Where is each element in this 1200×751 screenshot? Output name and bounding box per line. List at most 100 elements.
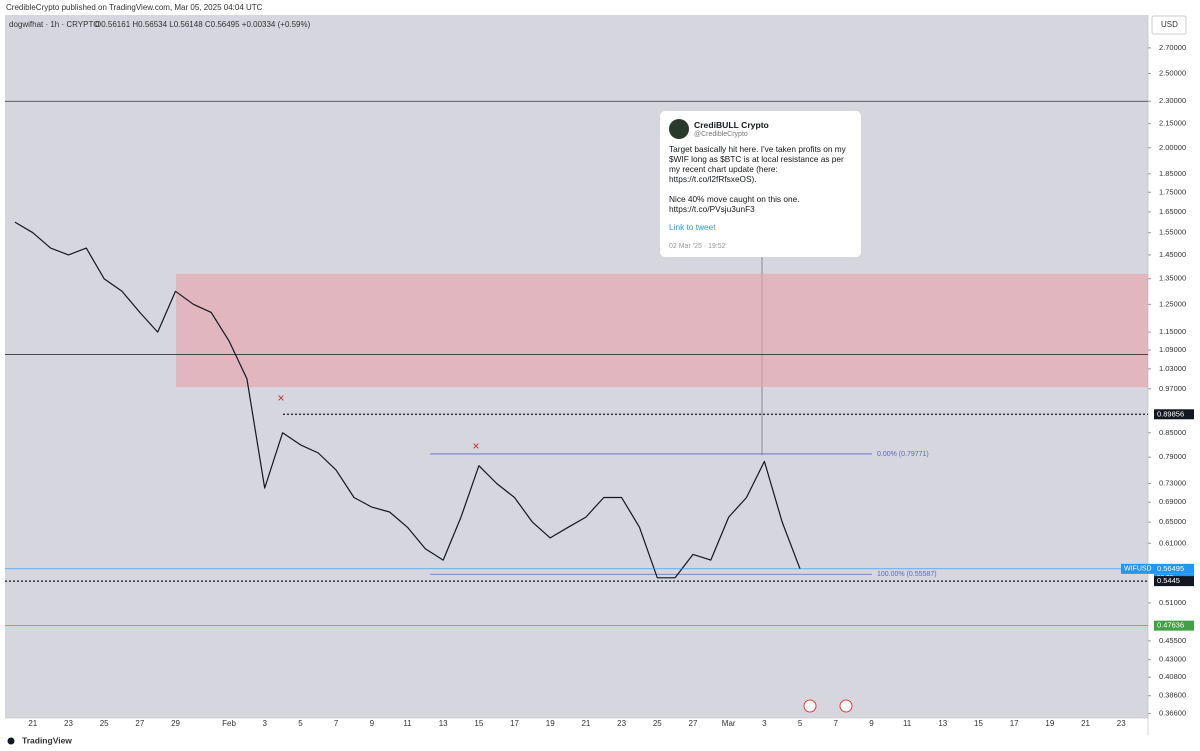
y-tick-label: 0.51000 bbox=[1159, 598, 1186, 607]
x-tick-label: 3 bbox=[263, 719, 268, 728]
tweet-line: Target basically hit here. I've taken pr… bbox=[669, 144, 846, 154]
x-tick-label: 9 bbox=[370, 719, 375, 728]
y-tick-label: 2.50000 bbox=[1159, 68, 1186, 77]
y-tick-label: 1.45000 bbox=[1159, 250, 1186, 259]
y-tick-label: 1.85000 bbox=[1159, 169, 1186, 178]
price-tag bbox=[1154, 576, 1194, 587]
y-tick-label: 2.30000 bbox=[1159, 96, 1186, 105]
price-line bbox=[14, 221, 801, 579]
x-tick-label: 19 bbox=[546, 719, 555, 728]
y-tick-label: 1.75000 bbox=[1159, 187, 1186, 196]
y-tick-label: 0.45500 bbox=[1159, 636, 1186, 645]
avatar bbox=[669, 119, 689, 139]
tweet-line: https://t.co/PVsju3unF3 bbox=[669, 204, 755, 214]
y-tick-label: 1.25000 bbox=[1159, 299, 1186, 308]
y-tick-label: 0.65000 bbox=[1159, 517, 1186, 526]
tweet-line: $WIF long as $BTC is at local resistance… bbox=[669, 154, 844, 164]
x-tick-label: 11 bbox=[403, 719, 412, 728]
tweet-handle: @CredibleCrypto bbox=[694, 131, 748, 138]
x-tick-label: 13 bbox=[938, 719, 947, 728]
y-tick-label: 1.35000 bbox=[1159, 274, 1186, 283]
fib-label: 100.00% (0.55587) bbox=[877, 571, 937, 578]
tweet-card: CrediBULL Crypto @CredibleCrypto Target … bbox=[660, 111, 861, 257]
y-tick-label: 2.00000 bbox=[1159, 143, 1186, 152]
event-flag bbox=[803, 699, 817, 713]
symbol-tag bbox=[1121, 563, 1154, 574]
legend-symbol: dogwifhat · 1h · CRYPTO bbox=[9, 20, 99, 29]
y-tick-label: 2.15000 bbox=[1159, 119, 1186, 128]
publisher: CredibleCrypto published on TradingView.… bbox=[6, 3, 263, 12]
tweet-link[interactable]: Link to tweet bbox=[669, 222, 716, 232]
y-tick-label: 1.09000 bbox=[1159, 345, 1186, 354]
y-tick-label: 0.43000 bbox=[1159, 655, 1186, 664]
footer: TradingView bbox=[22, 735, 72, 745]
x-tick-label: 11 bbox=[903, 719, 912, 728]
y-tick-label: 0.61000 bbox=[1159, 538, 1186, 547]
x-tick-label: 9 bbox=[869, 719, 874, 728]
x-tick-label: 5 bbox=[798, 719, 803, 728]
x-tick-label: 15 bbox=[474, 719, 483, 728]
x-tick-label: 5 bbox=[298, 719, 303, 728]
x-tick-label: 3 bbox=[762, 719, 767, 728]
tweet-line: Nice 40% move caught on this one. bbox=[669, 194, 800, 204]
price-tag-label: 0.47636 bbox=[1157, 621, 1184, 630]
y-tick-label: 0.69000 bbox=[1159, 497, 1186, 506]
x-tick-label: 17 bbox=[1010, 719, 1019, 728]
cross-mark: × bbox=[277, 391, 284, 405]
x-tick-label: 25 bbox=[100, 719, 109, 728]
price-tag-label: 0.89856 bbox=[1157, 409, 1184, 418]
legend-ohlc: O0.56161 H0.56534 L0.56148 C0.56495 +0.0… bbox=[95, 20, 311, 29]
cross-mark: × bbox=[472, 439, 479, 453]
x-tick-label: 19 bbox=[1045, 719, 1054, 728]
symbol-label: WIFUSD bbox=[1124, 566, 1152, 573]
tweet-line: https://t.co/l2fRfsxeOS). bbox=[669, 174, 757, 184]
y-tick-label: 0.38600 bbox=[1159, 691, 1186, 700]
x-tick-label: 13 bbox=[439, 719, 448, 728]
price-tag bbox=[1154, 563, 1194, 574]
tweet-body: Target basically hit here. I've taken pr… bbox=[669, 144, 846, 214]
x-tick-label: 27 bbox=[135, 719, 144, 728]
y-tick-label: 0.73000 bbox=[1159, 478, 1186, 487]
x-tick-label: Mar bbox=[722, 719, 736, 728]
y-tick-label: 1.15000 bbox=[1159, 327, 1186, 336]
x-tick-label: 15 bbox=[974, 719, 983, 728]
x-tick-label: 21 bbox=[1081, 719, 1090, 728]
x-tick-label: 23 bbox=[617, 719, 626, 728]
y-tick-label: 0.97000 bbox=[1159, 384, 1186, 393]
y-tick-label: 0.85000 bbox=[1159, 428, 1186, 437]
x-tick-label: 17 bbox=[510, 719, 519, 728]
x-tick-label: 27 bbox=[689, 719, 698, 728]
tweet-date: 02 Mar '25 · 19:52 bbox=[669, 243, 726, 250]
y-tick-label: 1.03000 bbox=[1159, 364, 1186, 373]
y-tick-label: 0.36600 bbox=[1159, 708, 1186, 717]
y-tick-label: 2.70000 bbox=[1159, 43, 1186, 52]
x-tick-label: 7 bbox=[334, 719, 339, 728]
price-tag bbox=[1154, 409, 1194, 420]
x-tick-label: 21 bbox=[581, 719, 590, 728]
y-tick-label: 1.55000 bbox=[1159, 228, 1186, 237]
price-tag-label: 0.5445 bbox=[1157, 576, 1180, 585]
x-tick-label: 23 bbox=[1117, 719, 1126, 728]
y-tick-label: 0.79000 bbox=[1159, 452, 1186, 461]
tweet-line: my recent chart update (here: bbox=[669, 164, 778, 174]
currency: USD bbox=[1161, 20, 1178, 29]
currency-box bbox=[1151, 15, 1187, 35]
price-tag bbox=[1154, 620, 1194, 631]
x-tick-label: 7 bbox=[834, 719, 839, 728]
x-tick-label: 29 bbox=[171, 719, 180, 728]
fib-label: 0.00% (0.79771) bbox=[877, 451, 929, 458]
x-tick-label: 25 bbox=[653, 719, 662, 728]
y-tick-label: 0.40800 bbox=[1159, 672, 1186, 681]
y-tick-label: 1.65000 bbox=[1159, 207, 1186, 216]
price-tag-label: 0.56495 bbox=[1157, 564, 1184, 573]
logo bbox=[7, 737, 15, 745]
x-tick-label: Feb bbox=[222, 719, 236, 728]
event-flag bbox=[839, 699, 853, 713]
tweet-line bbox=[669, 184, 846, 194]
x-tick-label: 23 bbox=[64, 719, 73, 728]
tweet-author: CrediBULL Crypto bbox=[694, 120, 769, 130]
resistance-zone bbox=[176, 273, 1148, 388]
